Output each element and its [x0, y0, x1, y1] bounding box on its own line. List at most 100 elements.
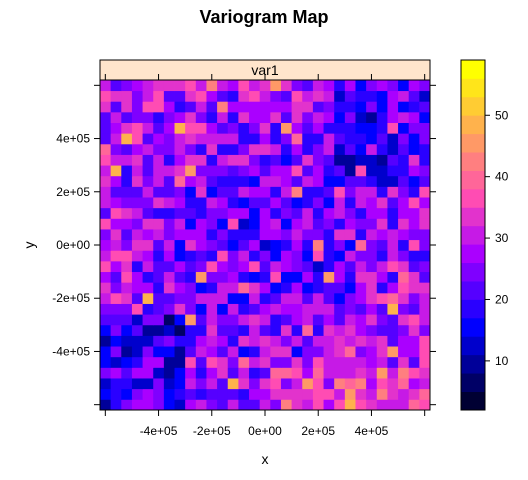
- heatmap-cell: [312, 335, 324, 347]
- heatmap-cell: [323, 218, 335, 230]
- heatmap-cell: [408, 165, 420, 177]
- heatmap-cell: [238, 303, 250, 315]
- heatmap-cell: [195, 218, 207, 230]
- heatmap-cell: [366, 122, 378, 134]
- heatmap-cell: [419, 239, 431, 251]
- heatmap-cell: [398, 101, 410, 113]
- heatmap-cell: [174, 388, 186, 400]
- heatmap-cell: [206, 399, 218, 411]
- heatmap-cell: [323, 229, 335, 241]
- heatmap-cell: [312, 80, 324, 92]
- heatmap-cell: [280, 346, 293, 358]
- heatmap-cell: [259, 239, 271, 251]
- heatmap-cell: [153, 122, 165, 134]
- heatmap-cell: [100, 271, 112, 283]
- heatmap-cell: [366, 80, 378, 92]
- heatmap-cell: [398, 346, 410, 358]
- heatmap-cell: [249, 133, 261, 145]
- heatmap-cell: [227, 388, 239, 400]
- heatmap-cell: [174, 346, 186, 358]
- heatmap-cell: [398, 154, 410, 166]
- heatmap-cell: [131, 239, 143, 251]
- heatmap-cell: [100, 143, 112, 155]
- colorbar-swatch: [461, 78, 485, 98]
- heatmap-cell: [408, 335, 420, 347]
- heatmap-cell: [419, 324, 431, 336]
- heatmap-cell: [291, 378, 303, 390]
- heatmap-cell: [344, 239, 356, 251]
- heatmap-cell: [312, 250, 324, 262]
- heatmap-cell: [302, 356, 314, 368]
- heatmap-cell: [153, 346, 165, 358]
- heatmap-cell: [110, 388, 122, 400]
- colorbar-swatch: [461, 299, 485, 319]
- y-axis-label: y: [21, 242, 37, 249]
- heatmap-cell: [121, 90, 133, 102]
- colorbar-swatch: [461, 373, 485, 392]
- heatmap-cell: [376, 367, 388, 379]
- heatmap-cell: [344, 207, 356, 219]
- heatmap-cell: [355, 250, 367, 262]
- heatmap-cell: [121, 154, 133, 166]
- heatmap-cell: [100, 303, 112, 315]
- heatmap-cell: [366, 388, 378, 400]
- heatmap-cell: [302, 324, 314, 336]
- heatmap-cell: [366, 314, 378, 326]
- heatmap-cell: [163, 346, 175, 358]
- heatmap-cell: [259, 324, 271, 336]
- heatmap-cell: [153, 260, 165, 273]
- heatmap-cell: [355, 133, 367, 145]
- heatmap-cell: [344, 133, 356, 145]
- heatmap-cell: [131, 101, 143, 113]
- heatmap-cell: [185, 378, 197, 390]
- y-tick-label: -4e+05: [52, 344, 90, 358]
- heatmap-cell: [131, 260, 143, 273]
- heatmap-cell: [206, 335, 218, 347]
- heatmap-cell: [195, 154, 207, 166]
- heatmap-cell: [376, 314, 388, 326]
- heatmap-cell: [227, 186, 239, 198]
- heatmap-cell: [227, 356, 239, 368]
- heatmap-cell: [185, 122, 197, 134]
- heatmap-cell: [355, 101, 367, 113]
- heatmap-cell: [185, 133, 197, 145]
- heatmap-cell: [302, 282, 314, 294]
- heatmap-cell: [280, 122, 293, 134]
- heatmap-cell: [185, 250, 197, 262]
- heatmap-cell: [195, 303, 207, 315]
- heatmap-cell: [302, 399, 314, 411]
- heatmap-cell: [195, 324, 207, 336]
- colorbar-tick-label: 10: [495, 354, 509, 368]
- heatmap-cell: [270, 165, 282, 177]
- heatmap-cell: [312, 356, 324, 368]
- heatmap-cell: [185, 218, 197, 230]
- heatmap-cell: [334, 346, 346, 358]
- heatmap-cell: [408, 229, 420, 241]
- heatmap-cell: [206, 197, 218, 209]
- heatmap-cell: [376, 80, 388, 92]
- heatmap-cell: [142, 101, 154, 113]
- heatmap-cell: [408, 324, 420, 336]
- heatmap-cell: [249, 399, 261, 411]
- heatmap-cell: [334, 239, 346, 251]
- heatmap-cell: [163, 154, 175, 166]
- heatmap-cell: [227, 271, 239, 283]
- heatmap-cell: [334, 143, 346, 155]
- heatmap-cell: [419, 197, 431, 209]
- heatmap-cell: [110, 186, 122, 198]
- heatmap-cell: [185, 367, 197, 379]
- heatmap-cell: [387, 207, 399, 219]
- heatmap-cell: [302, 101, 314, 113]
- heatmap-cell: [408, 80, 420, 92]
- heatmap-cell: [355, 154, 367, 166]
- heatmap-cell: [376, 335, 388, 347]
- heatmap-cell: [419, 207, 431, 219]
- heatmap-cell: [227, 207, 239, 219]
- heatmap-cell: [291, 399, 303, 411]
- heatmap-cell: [174, 282, 186, 294]
- heatmap-cell: [344, 111, 356, 123]
- heatmap-cell: [185, 229, 197, 241]
- heatmap-cell: [291, 282, 303, 294]
- heatmap-cell: [131, 324, 143, 336]
- heatmap-cell: [121, 239, 133, 251]
